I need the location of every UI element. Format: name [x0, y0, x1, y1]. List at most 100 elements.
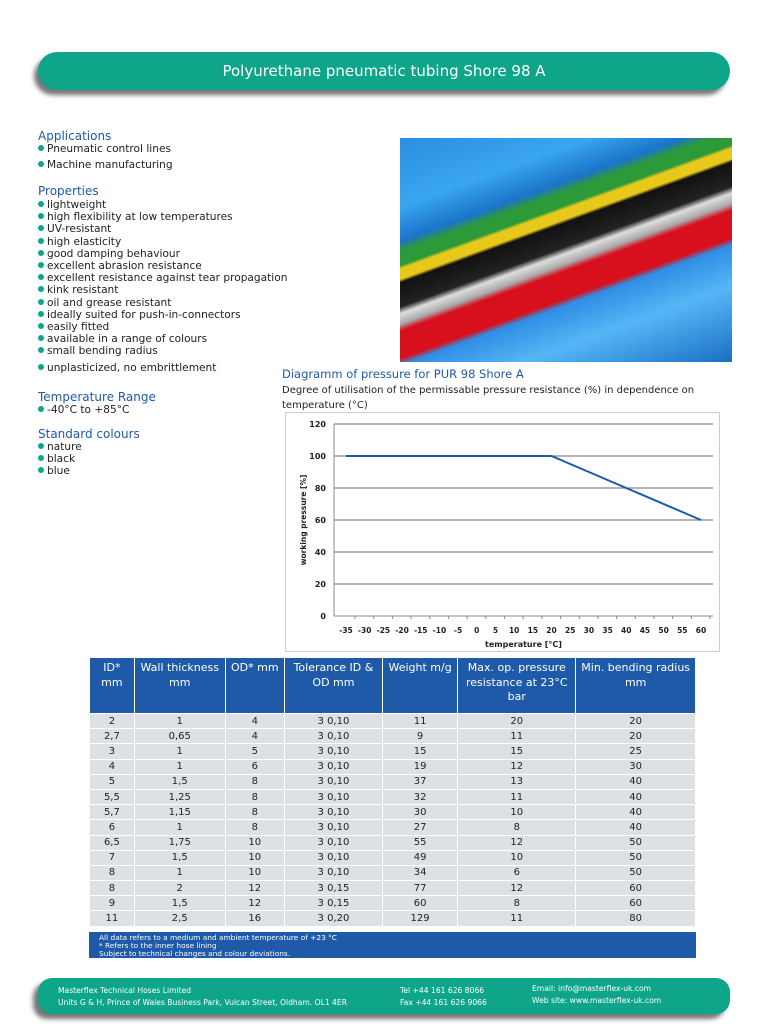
table-cell: 5,5: [89, 788, 135, 806]
table-cell: 6: [457, 864, 577, 882]
table-cell: 37: [381, 773, 459, 790]
note: Subject to technical changes and colour …: [99, 948, 291, 958]
table-cell: 60: [381, 895, 459, 912]
table-cell: 5: [89, 773, 135, 790]
table-cell: 1: [133, 743, 226, 760]
table-cell: 20: [575, 712, 696, 730]
list-item: high elasticity: [38, 236, 287, 248]
diagram-title: Diagramm of pressure for PUR 98 Shore A: [282, 367, 524, 381]
table-cell: 3 0,10: [283, 788, 384, 806]
x-tick-label: -25: [377, 626, 391, 635]
diagram-subtitle: Degree of utilisation of the permissable…: [282, 385, 695, 411]
table-cell: 1: [133, 712, 226, 730]
table-cell: 3 0,10: [283, 728, 384, 745]
x-tick-label: 10: [509, 626, 519, 635]
applications-heading: Applications: [38, 129, 112, 143]
y-tick-label: 60: [315, 516, 327, 525]
table-cell: 6,5: [89, 834, 135, 851]
y-tick-label: 120: [309, 420, 326, 429]
table-cell: 55: [381, 834, 459, 851]
column-header: OD* mm: [224, 657, 285, 714]
colours-list: nature black blue: [38, 441, 82, 478]
table-cell: 11: [89, 910, 135, 927]
table-cell: 60: [575, 895, 696, 912]
x-tick-label: 0: [474, 626, 479, 635]
table-cell: 10: [224, 834, 285, 851]
table-cell: 9: [89, 895, 135, 912]
x-tick-label: -30: [358, 626, 372, 635]
table-cell: 16: [224, 910, 285, 927]
table-cell: 7: [89, 849, 135, 866]
table-cell: 13: [457, 773, 577, 790]
series-line: [346, 455, 702, 521]
table-notes: All data refers to a medium and ambient …: [89, 932, 696, 958]
x-tick-label: 20: [546, 626, 556, 635]
table-cell: 3 0,10: [283, 743, 384, 760]
list-item: Machine manufacturing: [38, 159, 173, 175]
table-cell: 6: [224, 758, 285, 775]
table-cell: 3 0,20: [283, 910, 384, 927]
list-item: UV-resistant: [38, 223, 287, 235]
table-cell: 11: [457, 910, 577, 927]
list-item: kink resistant: [38, 284, 287, 296]
table-cell: 12: [457, 834, 577, 851]
x-tick-label: 55: [677, 626, 687, 635]
column-header: Min. bending radius mm: [575, 657, 696, 714]
table-cell: 19: [381, 758, 459, 775]
list-item: ideally suited for push-in-connectors: [38, 309, 287, 321]
table-cell: 40: [575, 773, 696, 790]
list-item: -40°C to +85°C: [38, 404, 129, 416]
table-cell: 40: [575, 819, 696, 836]
company-name: Masterflex Technical Hoses Limited: [58, 986, 192, 995]
x-tick-label: 40: [621, 626, 631, 635]
table-cell: 80: [575, 910, 696, 927]
chart-svg: 0 20 40 60 80 100 120 -35 -30 -25 -20 -15 -10 -5 0 5 10 1…: [299, 420, 713, 649]
table-cell: 8: [457, 819, 577, 836]
table-cell: 1,5: [133, 773, 226, 790]
table-cell: 12: [224, 880, 285, 897]
table-cell: 1,5: [133, 849, 226, 866]
table-cell: 12: [224, 895, 285, 912]
table-cell: 4: [224, 728, 285, 745]
list-item: lightweight: [38, 199, 287, 211]
table-cell: 10: [457, 849, 577, 866]
page-title: Polyurethane pneumatic tubing Shore 98 A: [38, 52, 730, 90]
table-cell: 5,7: [89, 804, 135, 821]
column-header: Tolerance ID & OD mm: [283, 657, 384, 714]
table-row: 6,5 1,75 10 3 0,10 55 12 50: [89, 834, 696, 851]
table-cell: 12: [457, 880, 577, 897]
table-cell: 8: [224, 804, 285, 821]
table-cell: 27: [381, 819, 459, 836]
x-tick-label: 60: [696, 626, 706, 635]
table-cell: 11: [381, 712, 459, 730]
x-tick-label: 25: [565, 626, 575, 635]
table-cell: 4: [224, 712, 285, 730]
table-cell: 8: [89, 864, 135, 882]
table-cell: 10: [457, 804, 577, 821]
table-cell: 3 0,15: [283, 895, 384, 912]
table-cell: 50: [575, 864, 696, 882]
table-cell: 3: [89, 743, 135, 760]
list-item: oil and grease resistant: [38, 297, 287, 309]
table-cell: 20: [457, 712, 577, 730]
y-tick-label: 80: [315, 484, 327, 493]
list-item: black: [38, 453, 82, 465]
table-cell: 3 0,10: [283, 804, 384, 821]
table-row: 2,7 0,65 4 3 0,10 9 11 20: [89, 728, 696, 745]
table-cell: 3 0,15: [283, 880, 384, 897]
x-tick-label: -20: [395, 626, 409, 635]
website-link[interactable]: Web site: www.masterflex-uk.com: [532, 996, 662, 1005]
table-row: 5,5 1,25 8 3 0,10 32 11 40: [89, 788, 696, 806]
table-cell: 8: [89, 880, 135, 897]
table-cell: 40: [575, 804, 696, 821]
email-link[interactable]: Email: info@masterflex-uk.com: [532, 984, 652, 993]
table-cell: 1: [133, 758, 226, 775]
table-cell: 5: [224, 743, 285, 760]
table-cell: 2,7: [89, 728, 135, 745]
phone: Tel +44 161 626 8066: [400, 986, 485, 995]
table-cell: 10: [224, 864, 285, 882]
table-cell: 3 0,10: [283, 819, 384, 836]
pressure-chart: 0 20 40 60 80 100 120 -35 -30 -25 -20 -15 -10 -5 0 5 10 1…: [285, 412, 720, 652]
